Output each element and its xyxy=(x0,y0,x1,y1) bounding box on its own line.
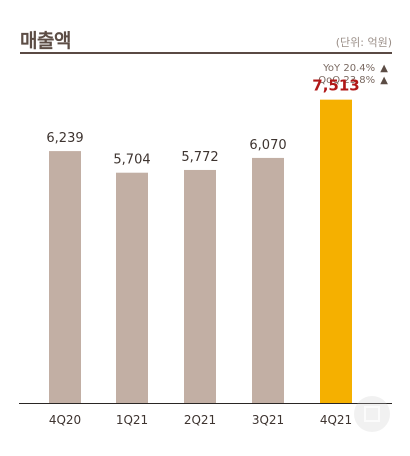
category-label-4Q21: 4Q21 xyxy=(320,413,352,427)
chart-title: 매출액 xyxy=(20,30,71,52)
value-label-4Q20: 6,239 xyxy=(46,131,83,146)
yoy-text: YoY 20.4% xyxy=(323,63,376,74)
category-label-4Q20: 4Q20 xyxy=(49,413,81,427)
value-label-4Q21: 7,513 xyxy=(312,77,359,95)
value-label-2Q21: 5,772 xyxy=(181,150,218,165)
bar-2Q21 xyxy=(184,169,216,403)
bar-1Q21 xyxy=(116,172,148,403)
category-label-1Q21: 1Q21 xyxy=(116,413,148,427)
bar-4Q21 xyxy=(320,99,352,403)
value-label-3Q21: 6,070 xyxy=(249,138,286,153)
bar-3Q21 xyxy=(252,157,284,403)
qoq-line: QoQ 23.8% ▲ xyxy=(318,75,388,87)
category-label-3Q21: 3Q21 xyxy=(252,413,284,427)
bar-4Q20 xyxy=(49,151,81,403)
header-divider xyxy=(20,52,392,54)
chart-header: 매출액 (단위: 억원) xyxy=(20,0,392,52)
yoy-up-arrow-icon: ▲ xyxy=(380,63,388,74)
value-label-1Q21: 5,704 xyxy=(113,153,150,168)
yoy-line: YoY 20.4% ▲ xyxy=(318,63,388,75)
unit-label: (단위: 억원) xyxy=(335,36,392,49)
watermark-logo-icon xyxy=(354,396,390,432)
qoq-text: QoQ 23.8% xyxy=(318,75,376,86)
qoq-up-arrow-icon: ▲ xyxy=(380,75,388,86)
growth-summary: YoY 20.4% ▲ QoQ 23.8% ▲ xyxy=(318,63,388,87)
category-label-2Q21: 2Q21 xyxy=(184,413,216,427)
